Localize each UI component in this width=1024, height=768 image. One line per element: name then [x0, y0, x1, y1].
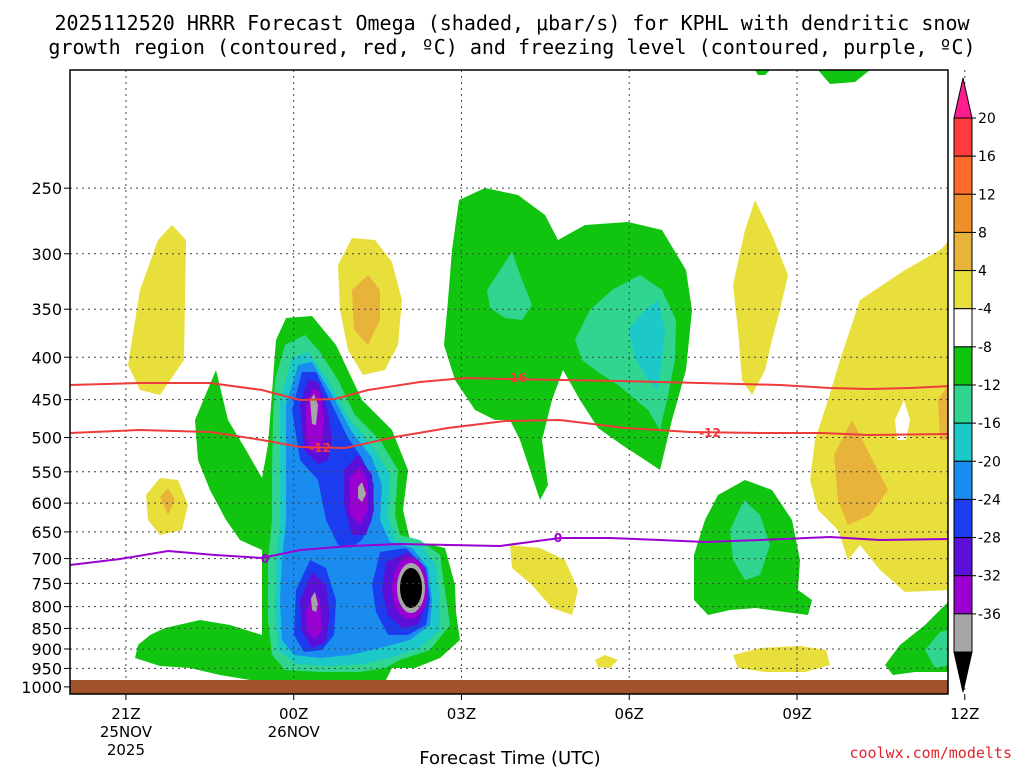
- colorbar-tick-label: -28: [978, 531, 1001, 547]
- colorbar-segment: [953, 498, 973, 539]
- omega-region-sinking-strong: [160, 488, 175, 515]
- colorbar-segment: [953, 193, 973, 233]
- colorbar-bottom-arrow: [953, 651, 973, 693]
- colorbar-tick-label: 4: [978, 264, 987, 280]
- colorbar-segment: [953, 231, 973, 272]
- colorbar-tick-label: 12: [978, 187, 996, 203]
- colorbar-segment: [953, 613, 973, 653]
- x-tick-label: 12Z: [950, 705, 979, 723]
- x-tick-date: 25NOV: [100, 723, 153, 741]
- colorbar-tick-label: -8: [978, 340, 992, 356]
- omega-region-rising-strong: [628, 300, 665, 390]
- omega-region-rising-extreme: [358, 482, 366, 502]
- y-tick-label: 350: [31, 300, 62, 319]
- y-tick-label: 550: [31, 463, 62, 482]
- y-tick-label: 700: [31, 550, 62, 569]
- colorbar-segment: [953, 346, 973, 386]
- y-tick-label: 850: [31, 619, 62, 638]
- credit-link[interactable]: coolwx.com/modelts: [849, 744, 1012, 762]
- colorbar-segment: [953, 270, 973, 310]
- dgz-contour-minus16: [70, 376, 948, 402]
- colorbar-tick-label: 16: [978, 149, 996, 165]
- omega-colorbar: 20 16 12 8 4 -4 -8 -12 -16 -20 -24 -28 -32 -36: [953, 77, 1001, 693]
- omega-region-sinking-strong: [938, 385, 948, 440]
- omega-region-sinking: [595, 655, 618, 668]
- freezing-level-label: 0: [261, 552, 269, 566]
- omega-region-sinking: [128, 225, 186, 395]
- omega-region-rising-moderate: [925, 630, 948, 668]
- omega-region-sinking-strong: [834, 420, 888, 525]
- y-axis-pressure-ticks: 250 300 350 400 450 500 550 600 650 700 750 800 850 9…: [21, 179, 70, 697]
- omega-region-rising: [818, 70, 870, 84]
- x-tick-date: 26NOV: [268, 723, 321, 741]
- freezing-level-contour: [70, 535, 948, 566]
- colorbar-tick-label: 8: [978, 225, 987, 241]
- y-tick-label: 900: [31, 640, 62, 659]
- x-tick-label: 03Z: [447, 705, 476, 723]
- dgz-contour-label-minus12: -12: [309, 441, 331, 455]
- omega-region-sinking: [510, 545, 578, 615]
- omega-region-sinking-strong: [352, 275, 380, 345]
- omega-region-sinking: [733, 200, 788, 395]
- omega-region-sinking: [733, 646, 830, 672]
- colorbar-segment: [953, 308, 973, 348]
- ground-surface: [70, 680, 948, 694]
- colorbar-segment: [953, 117, 973, 157]
- x-tick-label: 21Z: [111, 705, 140, 723]
- colorbar-tick-label: -24: [978, 492, 1001, 508]
- y-tick-label: 650: [31, 523, 62, 542]
- colorbar-tick-label: -32: [978, 569, 1001, 585]
- colorbar-tick-label: -4: [978, 302, 992, 318]
- omega-region-neutral: [895, 400, 910, 440]
- colorbar-segment: [953, 384, 973, 424]
- colorbar-segment: [953, 460, 973, 500]
- colorbar-tick-label: -12: [978, 378, 1001, 394]
- y-tick-label: 950: [31, 659, 62, 678]
- y-tick-label: 500: [31, 429, 62, 448]
- omega-region-rising-moderate: [487, 252, 532, 320]
- dgz-contour-label-minus12: -12: [699, 426, 721, 440]
- omega-max-ascent-core: [400, 568, 422, 608]
- y-tick-label: 250: [31, 179, 62, 198]
- colorbar-segment: [953, 422, 973, 462]
- y-tick-label: 1000: [21, 678, 62, 697]
- x-axis-label: Forecast Time (UTC): [419, 748, 600, 768]
- y-tick-label: 750: [31, 574, 62, 593]
- y-tick-label: 450: [31, 391, 62, 410]
- colorbar-tick-label: -36: [978, 607, 1001, 623]
- colorbar-tick-label: 20: [978, 111, 996, 127]
- y-tick-label: 400: [31, 348, 62, 367]
- colorbar-segment: [953, 537, 973, 577]
- dgz-contour-label-minus16: -16: [505, 371, 527, 385]
- colorbar-segment: [953, 155, 973, 195]
- freezing-level-line: [70, 535, 948, 566]
- y-tick-label: 300: [31, 245, 62, 264]
- x-tick-label: 06Z: [615, 705, 644, 723]
- x-tick-label: 00Z: [279, 705, 308, 723]
- y-tick-label: 800: [31, 598, 62, 617]
- plot-frame: [69, 69, 949, 695]
- dgz-contour-minus12: [70, 418, 948, 450]
- omega-region-rising-extreme: [310, 394, 318, 425]
- colorbar-tick-label: -16: [978, 416, 1001, 432]
- grid-lines: [70, 70, 966, 694]
- colorbar-tick-label: -20: [978, 454, 1001, 470]
- dgz-contours: [70, 376, 948, 450]
- colorbar-top-arrow: [953, 77, 973, 119]
- chart-title-line-2: growth region (contoured, red, ºC) and f…: [48, 35, 975, 59]
- x-tick-year: 2025: [107, 741, 145, 759]
- colorbar-segment: [953, 575, 973, 615]
- omega-shading: [128, 70, 948, 682]
- chart-title-line-1: 2025112520 HRRR Forecast Omega (shaded, …: [54, 11, 970, 35]
- freezing-level-label: 0: [554, 531, 562, 545]
- omega-region-rising: [755, 70, 770, 75]
- y-tick-label: 600: [31, 494, 62, 513]
- x-tick-label: 09Z: [782, 705, 811, 723]
